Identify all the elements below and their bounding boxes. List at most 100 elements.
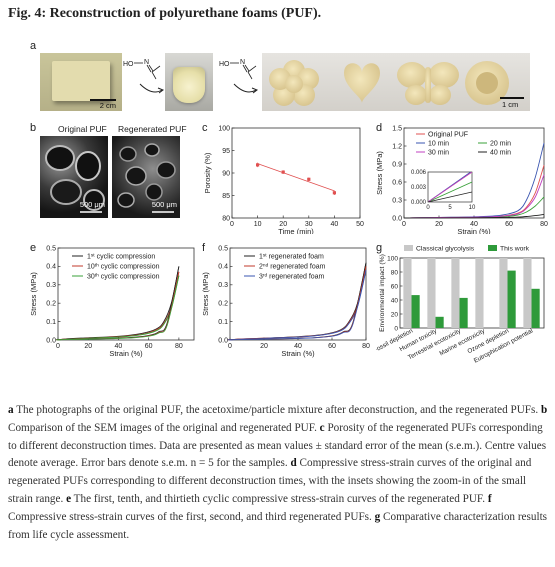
y-tick-label: 95 bbox=[222, 148, 230, 155]
bar bbox=[523, 258, 532, 328]
x-tick-label: 50 bbox=[356, 221, 364, 228]
caption-panel-label: a bbox=[8, 404, 14, 416]
inset-series-line bbox=[428, 181, 472, 202]
regenerated-foams-photo: 1 cm bbox=[262, 53, 530, 111]
legend-ordinal: th bbox=[95, 272, 99, 278]
legend-label: 30th cyclic compression bbox=[87, 272, 160, 281]
legend-ordinal: rd bbox=[263, 272, 268, 278]
acetoxime-structure-2: HO N bbox=[219, 59, 257, 80]
legend-text: cyclic compression bbox=[95, 254, 156, 261]
scale-bar-label: 2 cm bbox=[99, 101, 116, 110]
panel-label-g: g bbox=[376, 242, 383, 254]
legend-text: cyclic compression bbox=[99, 264, 160, 271]
inset-x-tick-label: 10 bbox=[469, 205, 476, 211]
x-tick-label: 40 bbox=[331, 221, 339, 228]
legend-ordinal: st bbox=[263, 252, 267, 258]
y-tick-label: 60 bbox=[391, 283, 399, 290]
sunflower-foam bbox=[465, 61, 509, 105]
legend-swatch bbox=[404, 245, 413, 251]
legend-label: Original PUF bbox=[428, 131, 468, 138]
caption-panel-label: g bbox=[374, 510, 381, 523]
y-tick-label: 0.4 bbox=[46, 264, 56, 271]
regenerated-shapes: 1 cm bbox=[269, 60, 524, 109]
legend-swatch bbox=[488, 245, 497, 251]
scale-bar-label: 1 cm bbox=[502, 100, 518, 109]
y-tick-label: 0.5 bbox=[218, 245, 228, 252]
x-axis-label: Strain (%) bbox=[457, 227, 491, 234]
sem-scale-label: 500 μm bbox=[151, 200, 177, 209]
series-line bbox=[229, 269, 367, 341]
caption-panel-label: f bbox=[487, 492, 492, 505]
legend-text: cyclic compression bbox=[99, 274, 160, 281]
y-tick-label: 85 bbox=[222, 193, 230, 200]
y-tick-label: 0.2 bbox=[46, 301, 56, 308]
x-tick-label: 40 bbox=[294, 343, 302, 350]
caption-panel-label: b bbox=[540, 404, 548, 416]
caption-text: Compressive stress-strain curves of the … bbox=[8, 510, 375, 523]
series-line bbox=[57, 271, 180, 341]
y-tick-label: 80 bbox=[222, 215, 230, 222]
y-tick-label: 0.3 bbox=[218, 282, 228, 289]
y-tick-label: 0.2 bbox=[218, 301, 228, 308]
legend-label: 40 min bbox=[490, 149, 511, 156]
y-tick-label: 0.3 bbox=[392, 197, 402, 204]
mixture-vial-photo bbox=[165, 53, 213, 111]
legend-number: 2 bbox=[259, 264, 263, 271]
sem-original-title: Original PUF bbox=[58, 124, 107, 134]
y-tick-label: 0 bbox=[394, 325, 398, 332]
legend-label: 10 min bbox=[428, 140, 449, 147]
series-line bbox=[403, 174, 545, 219]
caption-panel-label: e bbox=[66, 492, 72, 505]
unloading-line bbox=[55, 271, 180, 341]
legend-text: regenerated foam bbox=[267, 274, 324, 281]
x-tick-label: 60 bbox=[145, 343, 153, 350]
x-axis-label: Time (min) bbox=[278, 227, 314, 234]
y-tick-label: 1.5 bbox=[392, 125, 402, 132]
caption-text: The photographs of the original PUF, the… bbox=[13, 404, 541, 416]
x-tick-label: 40 bbox=[470, 221, 478, 228]
bar bbox=[403, 258, 412, 328]
y-axis-label: Stress (MPa) bbox=[29, 272, 38, 316]
y-tick-label: 0.1 bbox=[46, 319, 56, 326]
panel-label-b: b bbox=[30, 122, 37, 134]
inset-y-tick-label: 0.006 bbox=[411, 170, 427, 176]
x-tick-label: 60 bbox=[328, 343, 336, 350]
data-point bbox=[307, 177, 311, 181]
caption-text: Comparison of the SEM images of the orig… bbox=[8, 421, 320, 434]
caption-panel-label: d bbox=[290, 457, 297, 470]
y-axis-label: Stress (MPa) bbox=[376, 151, 384, 195]
y-axis-label: Porosity (%) bbox=[203, 152, 212, 193]
x-tick-label: 80 bbox=[362, 343, 370, 350]
x-tick-label: 0 bbox=[230, 221, 234, 228]
legend-label: 10th cyclic compression bbox=[87, 262, 160, 271]
inset-x-tick-label: 5 bbox=[448, 205, 452, 211]
bar bbox=[459, 297, 468, 328]
y-tick-label: 0.0 bbox=[46, 337, 56, 344]
sem-original-image: 500 μm bbox=[40, 136, 108, 218]
bar bbox=[531, 288, 540, 328]
bond bbox=[151, 65, 161, 73]
chart-stress-strain-deconstruction: 0 20 40 60 80 0.0 0.3 0.6 0.9 1.2 1.5 Strain (%) Str… bbox=[376, 125, 548, 234]
inset-y-tick-label: 0.000 bbox=[411, 200, 427, 206]
chart-regenerated-foams: 0 20 40 60 80 0.0 0.1 0.2 0.3 0.4 0.5 Strain (%) Str… bbox=[201, 245, 370, 358]
caption-text: Porosity of the regenerated PUFs corresp… bbox=[8, 421, 547, 470]
x-axis-label: Strain (%) bbox=[109, 349, 143, 358]
caption-text: Comparative characterization results fro… bbox=[8, 510, 548, 541]
arrow-icon bbox=[139, 83, 165, 94]
x-tick-label: 20 bbox=[279, 221, 287, 228]
legend-text: regenerated foam bbox=[267, 254, 324, 261]
y-tick-label: 100 bbox=[387, 255, 398, 262]
x-tick-label: 20 bbox=[84, 343, 92, 350]
panel-label-d: d bbox=[376, 122, 383, 134]
bar bbox=[411, 295, 420, 328]
bar bbox=[435, 316, 444, 328]
legend-number: 30 bbox=[87, 274, 95, 281]
vial bbox=[173, 67, 205, 103]
plot-frame bbox=[231, 127, 361, 219]
scale-bar bbox=[500, 97, 524, 99]
y-tick-label: 0.3 bbox=[46, 282, 56, 289]
original-foam-photo: 2 cm bbox=[40, 53, 122, 111]
x-tick-label: 0 bbox=[402, 221, 406, 228]
unloading-line bbox=[55, 275, 180, 341]
legend-number: 10 bbox=[87, 264, 95, 271]
